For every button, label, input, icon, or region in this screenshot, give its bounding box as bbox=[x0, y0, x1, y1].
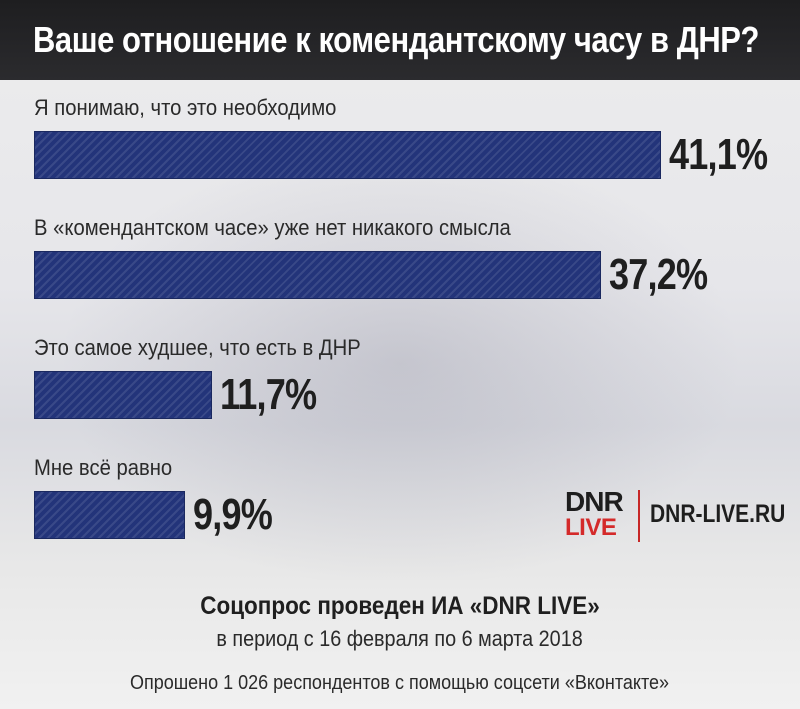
survey-period-text: в период с 16 февраля по 6 марта 2018 bbox=[216, 626, 584, 651]
bar bbox=[34, 491, 185, 539]
site-url: DNR-LIVE.RU bbox=[650, 500, 786, 528]
title-bar: Ваше отношение к комендантскому часу в Д… bbox=[0, 0, 800, 80]
survey-respondents: Опрошено 1 026 респондентов с помощью со… bbox=[0, 672, 800, 695]
bar bbox=[34, 371, 212, 419]
bar bbox=[34, 131, 661, 179]
value-label: 37,2% bbox=[609, 250, 708, 299]
value-label: 9,9% bbox=[193, 490, 273, 539]
survey-source: Соцопрос проведен ИА «DNR LIVE» bbox=[0, 592, 800, 621]
logo-dnr-text: DNR bbox=[565, 486, 624, 517]
logo-live-text: LIVE bbox=[565, 514, 617, 541]
logo-divider bbox=[638, 490, 640, 542]
category-label: Мне всё равно bbox=[34, 455, 173, 480]
survey-respondents-text: Опрошено 1 026 респондентов с помощью со… bbox=[130, 672, 670, 694]
chart-title: Ваше отношение к комендантскому часу в Д… bbox=[33, 19, 760, 60]
value-label: 11,7% bbox=[220, 370, 317, 419]
bar bbox=[34, 251, 601, 299]
category-label: Я понимаю, что это необходимо bbox=[34, 95, 337, 120]
survey-period: в период с 16 февраля по 6 марта 2018 bbox=[0, 626, 800, 652]
survey-source-text: Соцопрос проведен ИА «DNR LIVE» bbox=[200, 592, 600, 620]
dnr-live-logo: DNR LIVE bbox=[565, 488, 635, 544]
category-label: В «комендантском часе» уже нет никакого … bbox=[34, 215, 511, 240]
value-label: 41,1% bbox=[669, 130, 768, 179]
category-label: Это самое худшее, что есть в ДНР bbox=[34, 335, 361, 360]
